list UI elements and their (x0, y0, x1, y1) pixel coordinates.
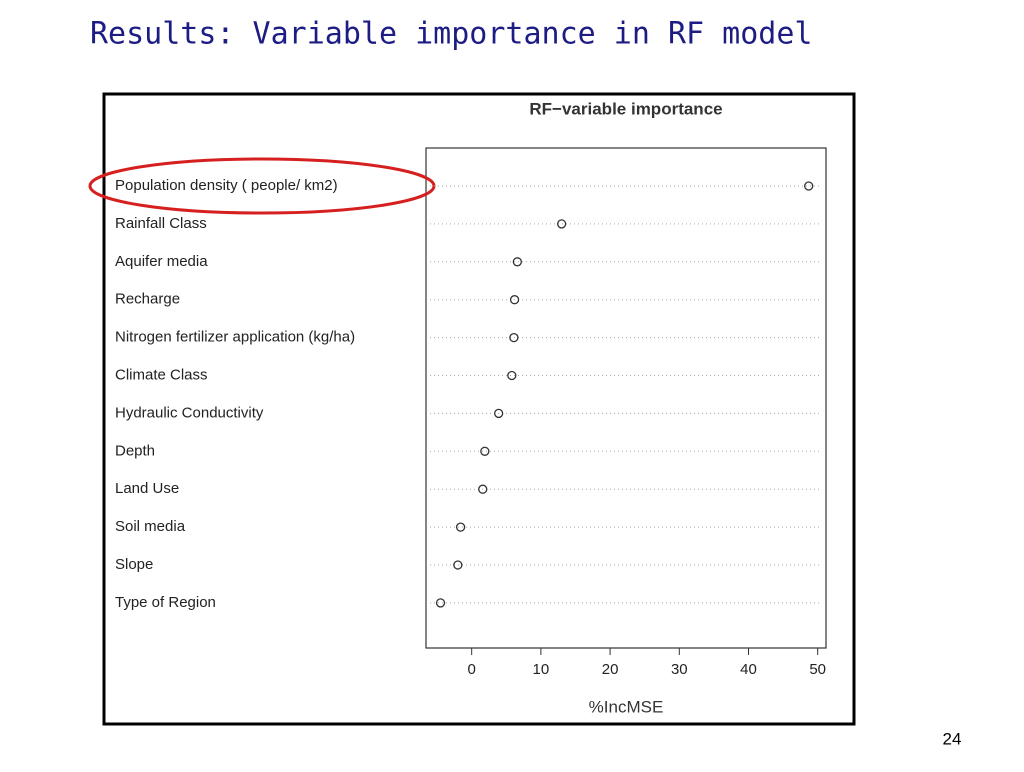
dot (494, 408, 504, 419)
x-tick-label: 20 (602, 661, 619, 678)
chart-title: RF−variable importance (529, 99, 722, 118)
category-label: Depth (115, 442, 155, 459)
x-tick-label: 0 (468, 661, 476, 678)
x-axis-label: %IncMSE (589, 697, 664, 716)
dot (507, 370, 517, 381)
category-label: Climate Class (115, 366, 208, 383)
dot (509, 332, 519, 343)
dot (455, 522, 466, 532)
dot (509, 295, 520, 305)
dot (512, 257, 522, 267)
slide-title: Results: Variable importance in RF model (90, 17, 812, 52)
chart-frame (102, 92, 856, 726)
x-tick-label: 50 (809, 661, 826, 678)
category-label: Type of Region (115, 594, 216, 611)
plot: 0 10 20 30 40 50 Population density ( people/ … (115, 177, 826, 678)
dot (435, 598, 446, 608)
dot (804, 181, 814, 191)
category-label: Land Use (115, 480, 179, 497)
dot (556, 219, 567, 229)
category-label: Recharge (115, 291, 180, 308)
category-label: Aquifer media (115, 253, 208, 270)
category-label: Slope (115, 556, 153, 573)
page-number: 24 (943, 729, 962, 748)
category-label: Population density ( people/ km2) (115, 177, 338, 194)
x-tick-label: 10 (533, 661, 550, 678)
category-label: Rainfall Class (115, 215, 207, 232)
x-tick-label: 40 (740, 661, 757, 678)
category-label: Soil media (115, 518, 186, 535)
x-tick-label: 30 (671, 661, 688, 678)
category-label: Hydraulic Conductivity (115, 404, 264, 421)
plot-box (425, 147, 827, 649)
category-label: Nitrogen fertilizer application (kg/ha) (115, 329, 355, 346)
dot (453, 560, 463, 570)
dot (478, 484, 488, 494)
dot (480, 446, 490, 456)
